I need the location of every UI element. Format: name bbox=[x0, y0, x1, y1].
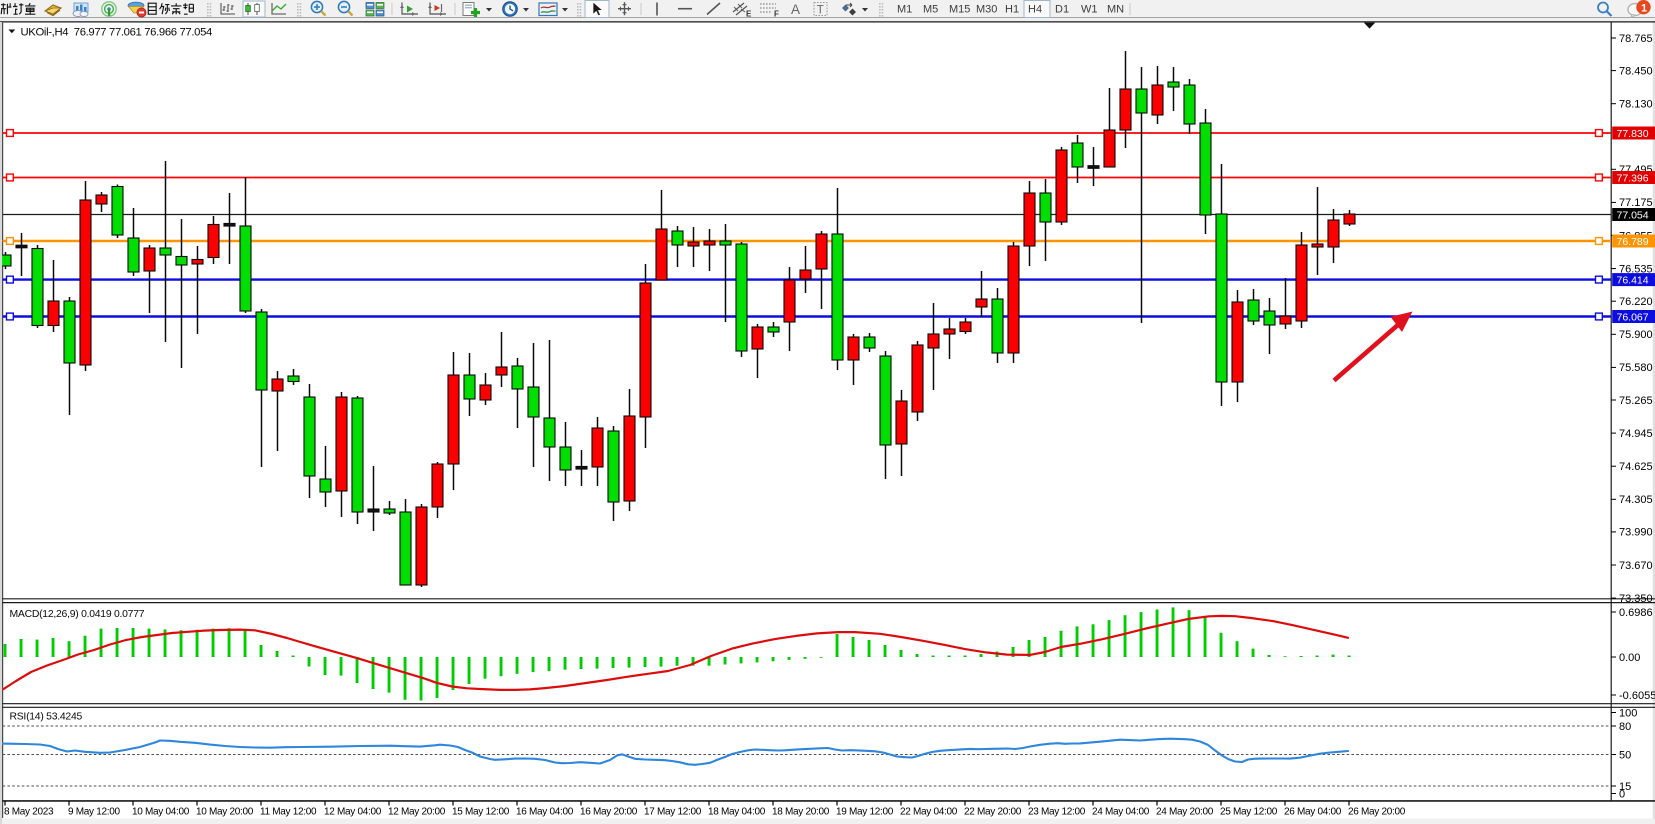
svg-text:77.396: 77.396 bbox=[1617, 172, 1649, 184]
svg-text:76.789: 76.789 bbox=[1617, 236, 1649, 248]
svg-text:24 May 20:00: 24 May 20:00 bbox=[1156, 807, 1214, 818]
svg-text:17 May 12:00: 17 May 12:00 bbox=[644, 807, 702, 818]
svg-text:78.130: 78.130 bbox=[1619, 99, 1653, 111]
svg-text:15: 15 bbox=[1619, 781, 1631, 793]
svg-text:73.670: 73.670 bbox=[1619, 560, 1653, 572]
svg-text:22 May 20:00: 22 May 20:00 bbox=[964, 807, 1022, 818]
svg-text:100: 100 bbox=[1619, 707, 1637, 719]
svg-text:76.414: 76.414 bbox=[1617, 275, 1649, 287]
svg-text:D1: D1 bbox=[1055, 4, 1069, 16]
svg-text:78.765: 78.765 bbox=[1619, 33, 1653, 45]
svg-text:26 May 04:00: 26 May 04:00 bbox=[1284, 807, 1342, 818]
svg-text:50: 50 bbox=[1619, 749, 1631, 761]
svg-text:16 May 04:00: 16 May 04:00 bbox=[516, 807, 574, 818]
svg-text:73.350: 73.350 bbox=[1619, 593, 1653, 605]
svg-text:10 May 20:00: 10 May 20:00 bbox=[196, 807, 254, 818]
svg-text:12 May 20:00: 12 May 20:00 bbox=[388, 807, 446, 818]
svg-text:74.305: 74.305 bbox=[1619, 494, 1653, 506]
svg-text:M15: M15 bbox=[949, 4, 970, 16]
svg-text:12 May 04:00: 12 May 04:00 bbox=[324, 807, 382, 818]
svg-text:8 May 2023: 8 May 2023 bbox=[4, 807, 54, 818]
svg-text:T: T bbox=[817, 5, 824, 17]
svg-text:10 May 04:00: 10 May 04:00 bbox=[132, 807, 190, 818]
svg-text:76.067: 76.067 bbox=[1617, 311, 1649, 323]
svg-text:23 May 12:00: 23 May 12:00 bbox=[1028, 807, 1086, 818]
svg-text:RSI(14) 53.4245: RSI(14) 53.4245 bbox=[10, 712, 83, 723]
svg-text:76.220: 76.220 bbox=[1619, 296, 1653, 308]
svg-text:A: A bbox=[791, 2, 800, 17]
svg-text:25 May 12:00: 25 May 12:00 bbox=[1220, 807, 1278, 818]
svg-text:M30: M30 bbox=[976, 4, 997, 16]
svg-text:16 May 20:00: 16 May 20:00 bbox=[580, 807, 638, 818]
svg-text:1: 1 bbox=[1641, 2, 1647, 14]
svg-text:F: F bbox=[774, 10, 779, 19]
svg-text:0.00: 0.00 bbox=[1619, 652, 1640, 664]
svg-text:26 May 20:00: 26 May 20:00 bbox=[1348, 807, 1406, 818]
svg-text:74.625: 74.625 bbox=[1619, 461, 1653, 473]
svg-text:77.175: 77.175 bbox=[1619, 197, 1653, 209]
svg-text:22 May 04:00: 22 May 04:00 bbox=[900, 807, 958, 818]
svg-text:-0.6055: -0.6055 bbox=[1619, 690, 1655, 702]
svg-text:W1: W1 bbox=[1081, 4, 1098, 16]
svg-text:MACD(12,26,9) 0.0419 0.0777: MACD(12,26,9) 0.0419 0.0777 bbox=[10, 609, 145, 620]
svg-text:H4: H4 bbox=[1028, 4, 1042, 16]
svg-text:77.830: 77.830 bbox=[1617, 128, 1649, 140]
svg-text:76.535: 76.535 bbox=[1619, 263, 1653, 275]
svg-text:15 May 12:00: 15 May 12:00 bbox=[452, 807, 510, 818]
svg-text:H1: H1 bbox=[1005, 4, 1019, 16]
svg-text:77.054: 77.054 bbox=[1617, 209, 1649, 221]
svg-text:18 May 20:00: 18 May 20:00 bbox=[772, 807, 830, 818]
svg-text:18 May 04:00: 18 May 04:00 bbox=[708, 807, 766, 818]
svg-text:75.580: 75.580 bbox=[1619, 362, 1653, 374]
svg-text:E: E bbox=[746, 10, 752, 19]
svg-text:0.6986: 0.6986 bbox=[1619, 607, 1653, 619]
svg-text:0: 0 bbox=[1619, 788, 1625, 800]
svg-text:80: 80 bbox=[1619, 721, 1631, 733]
svg-text:74.945: 74.945 bbox=[1619, 428, 1653, 440]
svg-text:M1: M1 bbox=[897, 4, 912, 16]
svg-text:24 May 04:00: 24 May 04:00 bbox=[1092, 807, 1150, 818]
svg-text:73.990: 73.990 bbox=[1619, 527, 1653, 539]
svg-text:9 May 12:00: 9 May 12:00 bbox=[68, 807, 120, 818]
svg-text:M5: M5 bbox=[923, 4, 938, 16]
svg-text:11 May 12:00: 11 May 12:00 bbox=[260, 807, 317, 818]
svg-text:MN: MN bbox=[1107, 4, 1124, 16]
svg-text:UKOil-,H4 76.977 77.061 76.96: UKOil-,H4 76.977 77.061 76.966 77.054 bbox=[21, 27, 213, 39]
svg-text:78.450: 78.450 bbox=[1619, 65, 1653, 77]
svg-text:19 May 12:00: 19 May 12:00 bbox=[836, 807, 894, 818]
svg-text:75.265: 75.265 bbox=[1619, 395, 1653, 407]
svg-text:75.900: 75.900 bbox=[1619, 329, 1653, 341]
